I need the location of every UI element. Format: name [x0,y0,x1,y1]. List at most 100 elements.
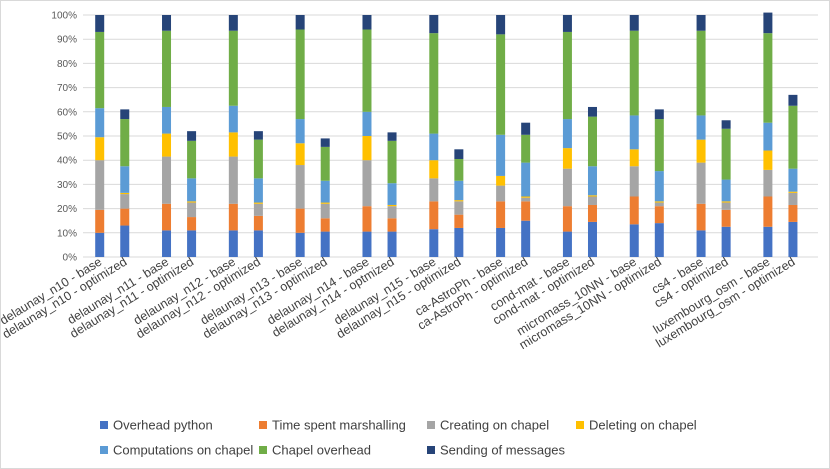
bar-segment [454,214,464,228]
bar-segment [763,226,773,257]
bar-segment [454,227,464,257]
bar-segment [587,195,597,197]
bar-segment [721,120,731,129]
bar-segment [429,133,439,161]
bar-segment [187,140,197,179]
bar-segment [320,218,330,232]
bar-segment [387,183,397,205]
bar-segment [295,165,305,209]
bar-segment [629,115,639,150]
y-tick-label: 0% [63,253,78,264]
bar-segment [696,15,706,31]
bar-segment [362,206,372,232]
bar-segment [562,148,572,169]
bar-segment [187,202,197,218]
bar-segment [496,227,506,257]
bar-segment [454,149,464,159]
bar-segment [562,231,572,257]
y-axis: 0% 10% 20% 30% 40% 50% 60% 70% 80% 90% 100% [51,11,77,264]
bar-segment [721,128,731,180]
bar-segment [721,202,731,210]
bar-segment [187,131,197,141]
legend-swatch [100,446,108,454]
bar-segment [295,143,305,166]
legend-swatch [576,421,584,429]
bar-segment [763,33,773,123]
bar-segment [654,202,664,207]
bar-segment [696,115,706,140]
legend-label: Sending of messages [440,443,566,458]
bar-segment [696,162,706,204]
y-tick-label: 10% [57,228,77,239]
bar-segment [562,206,572,232]
bar-segment [95,15,105,32]
bar-segment [228,105,238,133]
bar-segment [788,204,798,222]
bar-segment [454,201,464,215]
bar-segment [253,131,263,140]
bar-segment [788,105,798,169]
bar-segment [387,204,397,207]
bar-segment [496,175,506,186]
bar-segment [788,94,798,106]
bar-segment [763,169,773,197]
bar-segment [362,160,372,207]
bar-segment [362,15,372,30]
bar-segment [187,201,197,203]
bar-segment [629,149,639,167]
bar-segment [587,116,597,167]
bar-segment [387,231,397,257]
legend-label: Deleting on chapel [589,418,697,433]
bar-segment [187,217,197,231]
bar-segment [162,156,172,204]
bar-segment [95,108,105,138]
bar-segment [320,202,330,204]
bar-segment [721,209,731,227]
bar-segment [629,30,639,116]
bar-segment [788,192,798,205]
bar-segment [763,196,773,227]
bar-segment [295,15,305,30]
bar-segment [387,132,397,141]
bar-segment [362,111,372,136]
bar-segment [387,140,397,184]
bar-segment [387,218,397,232]
bar-segment [120,166,130,193]
bar-segment [162,30,172,107]
bar-segment [696,139,706,163]
bar-segment [496,34,506,135]
bar-segment [521,162,531,197]
bar-segment [120,119,130,167]
bar-segment [162,15,172,31]
bar-segment [521,196,531,198]
bar-segment [429,178,439,202]
bar-segment [253,203,263,216]
legend-swatch [427,421,435,429]
bar-segment [320,203,330,219]
bar-segment [521,122,531,135]
y-tick-label: 50% [57,132,77,143]
bar-segment [429,201,439,230]
bar-segment [454,200,464,202]
bar-segment [788,221,798,257]
bar-segment [654,109,664,120]
legend: Overhead python Time spent marshalling Cre… [100,418,697,458]
bar-segment [95,160,105,210]
bar-segment [696,203,706,231]
bar-segment [696,230,706,257]
legend-label: Overhead python [113,418,213,433]
bars [95,12,798,257]
y-tick-label: 90% [57,35,77,46]
bar-segment [362,29,372,112]
bar-segment [696,30,706,116]
bar-segment [429,33,439,134]
bar-segment [587,221,597,257]
bar-segment [228,15,238,31]
bar-segment [587,106,597,117]
bar-segment [454,180,464,201]
bar-segment [521,220,531,257]
bar-segment [187,178,197,202]
legend-swatch [427,446,435,454]
bar-segment [496,185,506,202]
